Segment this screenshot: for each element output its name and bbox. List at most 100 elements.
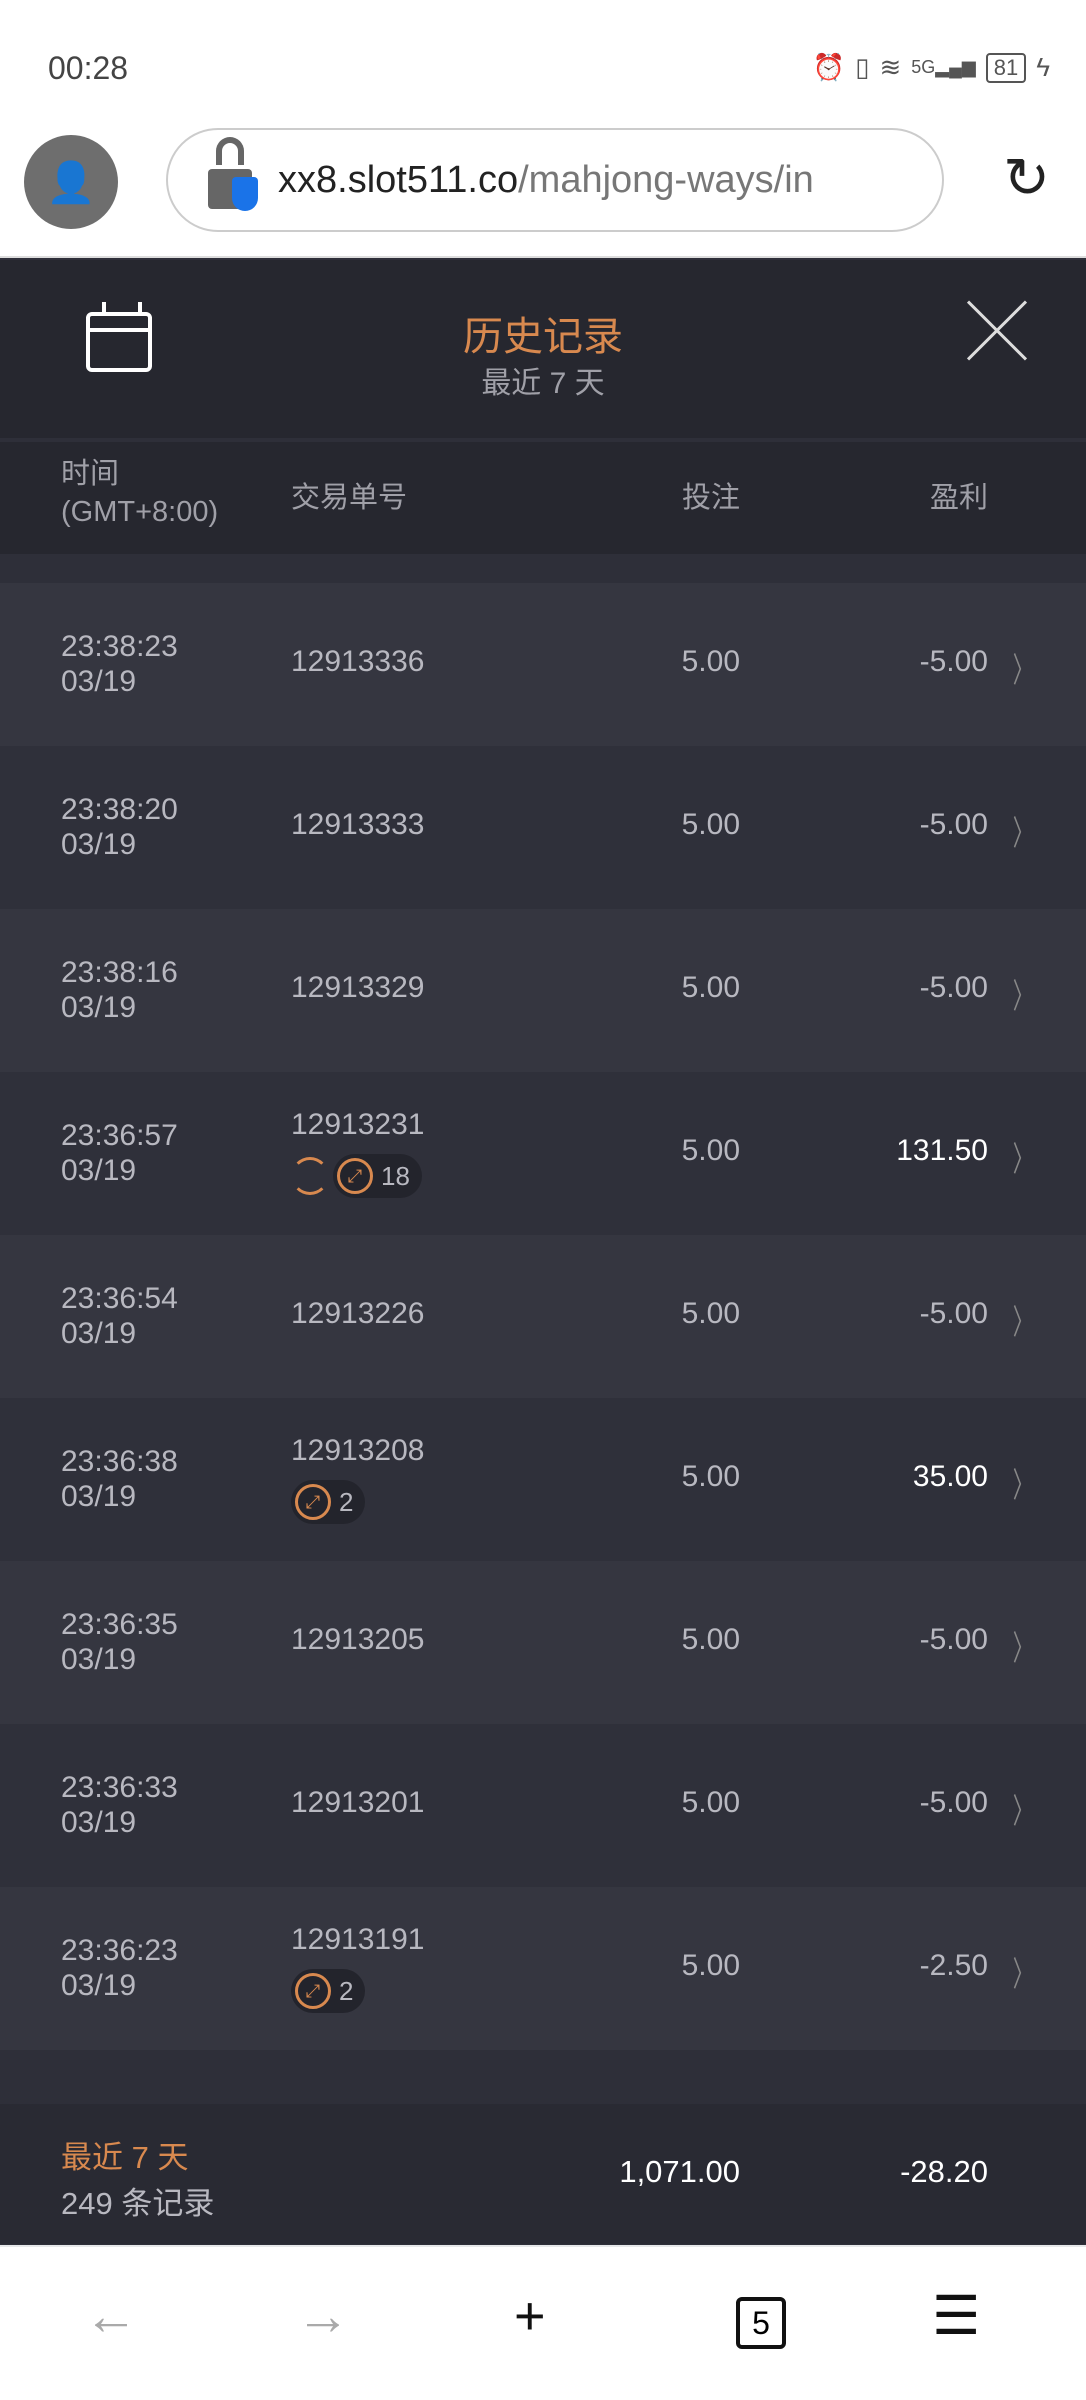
clock: 00:28 (48, 50, 129, 86)
close-icon[interactable] (964, 298, 1030, 364)
row-time: 23:36:57 (61, 1119, 178, 1152)
row-datetime: 23:38:20 03/19 (61, 792, 178, 862)
menu-icon[interactable]: ☰ (932, 2286, 981, 2346)
chevron-right-icon[interactable]: 〉 (1012, 978, 1034, 1016)
summary-period: 最近 7 天 (61, 2140, 189, 2175)
row-profit: -5.00 (919, 1297, 988, 1330)
summary-footer: 最近 7 天 249 条记录 1,071.00 -28.20 (0, 2104, 1086, 2244)
table-row[interactable]: 23:36:38 03/19 12913208 ⤢ 2 5.00 35.00 〉 (0, 1398, 1086, 1561)
alarm-icon: ⏰ (812, 52, 846, 82)
url-path: /mahjong-ways/in (518, 158, 814, 201)
reload-icon[interactable]: ↻ (1003, 146, 1050, 209)
col-timezone: (GMT+8:00) (61, 496, 219, 528)
row-time: 23:38:20 (61, 793, 178, 826)
row-date: 03/19 (61, 1806, 137, 1839)
row-profit: -5.00 (919, 1786, 988, 1819)
row-order-id: 12913205 (291, 1623, 425, 1656)
address-bar[interactable]: xx8.slot511.co/mahjong-ways/in (166, 128, 944, 232)
total-bet: 1,071.00 (619, 2154, 740, 2189)
row-time: 23:36:35 (61, 1608, 178, 1641)
col-order: 交易单号 (291, 482, 408, 514)
profile-avatar[interactable]: 👤 (24, 135, 118, 229)
row-date: 03/19 (61, 1969, 137, 2002)
row-datetime: 23:36:57 03/19 (61, 1118, 178, 1188)
table-row[interactable]: 23:38:23 03/19 12913336 5.00 -5.00 〉 (0, 583, 1086, 746)
chevron-right-icon[interactable]: 〉 (1012, 1467, 1034, 1505)
row-date: 03/19 (61, 1643, 137, 1676)
chevron-right-icon[interactable]: 〉 (1012, 652, 1034, 690)
row-datetime: 23:36:35 03/19 (61, 1607, 178, 1677)
row-date: 03/19 (61, 991, 137, 1024)
lock-shield-icon[interactable] (208, 137, 258, 211)
table-row[interactable]: 23:36:35 03/19 12913205 5.00 -5.00 〉 (0, 1561, 1086, 1724)
row-date: 03/19 (61, 828, 137, 861)
calendar-icon[interactable] (86, 302, 152, 372)
respin-icon (291, 1157, 329, 1195)
row-badges: ⤢ 2 (291, 1480, 366, 1524)
free-spin-icon: ⤢ (337, 1158, 373, 1194)
row-profit: -5.00 (919, 808, 988, 841)
col-time: 时间 (61, 458, 120, 490)
table-row[interactable]: 23:36:33 03/19 12913201 5.00 -5.00 〉 (0, 1724, 1086, 1887)
free-spin-badge: ⤢ 18 (333, 1154, 422, 1198)
row-date: 03/19 (61, 1154, 137, 1187)
forward-icon[interactable]: → (296, 2286, 350, 2346)
row-datetime: 23:36:38 03/19 (61, 1444, 178, 1514)
chevron-right-icon[interactable]: 〉 (1012, 1793, 1034, 1831)
charging-icon: ϟ (1036, 52, 1050, 82)
table-row[interactable]: 23:38:20 03/19 12913333 5.00 -5.00 〉 (0, 746, 1086, 909)
free-spin-icon: ⤢ (295, 1973, 331, 2009)
history-header: 历史记录 最近 7 天 (0, 260, 1086, 438)
free-spin-badge: ⤢ 2 (291, 1969, 366, 2013)
page-title: 历史记录 (463, 315, 623, 359)
row-bet: 5.00 (681, 1786, 740, 1819)
table-header: 时间 (GMT+8:00) 交易单号 投注 盈利 (0, 442, 1086, 554)
back-icon[interactable]: ← (84, 2286, 138, 2346)
browser-nav: ← → + 5 ☰ (0, 2245, 1086, 2400)
row-time: 23:38:16 (61, 956, 178, 989)
row-order-id: 12913226 (291, 1297, 425, 1330)
chevron-right-icon[interactable]: 〉 (1012, 815, 1034, 853)
table-row[interactable]: 23:38:16 03/19 12913329 5.00 -5.00 〉 (0, 909, 1086, 1072)
row-profit: -5.00 (919, 645, 988, 678)
row-datetime: 23:38:23 03/19 (61, 629, 178, 699)
row-datetime: 23:38:16 03/19 (61, 955, 178, 1025)
row-order-id: 12913329 (291, 971, 425, 1004)
row-bet: 5.00 (681, 971, 740, 1004)
wifi-icon: ≋ (879, 52, 902, 82)
free-spin-badge: ⤢ 2 (291, 1480, 366, 1524)
row-time: 23:36:23 (61, 1934, 178, 1967)
row-order-id: 12913208 (291, 1434, 425, 1467)
chevron-right-icon[interactable]: 〉 (1012, 1141, 1034, 1179)
row-bet: 5.00 (681, 808, 740, 841)
row-order-id: 12913336 (291, 645, 425, 678)
row-profit: -2.50 (919, 1949, 988, 1982)
row-order-id: 12913333 (291, 808, 425, 841)
row-date: 03/19 (61, 1317, 137, 1350)
tabs-button[interactable]: 5 (736, 2297, 786, 2349)
battery-icon: 81 (985, 52, 1027, 83)
row-time: 23:38:23 (61, 630, 178, 663)
chevron-right-icon[interactable]: 〉 (1012, 1956, 1034, 1994)
status-bar: 00:28 ⏰ ▯ ≋ 5G▂▄▆ 81 ϟ (0, 0, 1086, 130)
browser-toolbar: 👤 xx8.slot511.co/mahjong-ways/in ↻ (0, 110, 1086, 258)
row-bet: 5.00 (681, 1623, 740, 1656)
row-date: 03/19 (61, 665, 137, 698)
signal-icon: 5G▂▄▆ (911, 57, 976, 77)
row-badges: ⤢ 2 (291, 1969, 366, 2013)
table-row[interactable]: 23:36:54 03/19 12913226 5.00 -5.00 〉 (0, 1235, 1086, 1398)
chevron-right-icon[interactable]: 〉 (1012, 1304, 1034, 1342)
row-date: 03/19 (61, 1480, 137, 1513)
table-row[interactable]: 23:36:23 03/19 12913191 ⤢ 2 5.00 -2.50 〉 (0, 1887, 1086, 2050)
status-icons: ⏰ ▯ ≋ 5G▂▄▆ 81 ϟ (813, 52, 1050, 83)
row-time: 23:36:33 (61, 1771, 178, 1804)
vibrate-icon: ▯ (855, 52, 870, 82)
chevron-right-icon[interactable]: 〉 (1012, 1630, 1034, 1668)
new-tab-icon[interactable]: + (514, 2286, 546, 2346)
row-datetime: 23:36:23 03/19 (61, 1933, 178, 2003)
row-bet: 5.00 (681, 1134, 740, 1167)
history-list: 23:38:23 03/19 12913336 5.00 -5.00 〉 23:38:20 0… (0, 583, 1086, 2050)
row-profit: -5.00 (919, 1623, 988, 1656)
table-row[interactable]: 23:36:57 03/19 12913231 ⤢ 18 5.00 131.50 〉 (0, 1072, 1086, 1235)
row-bet: 5.00 (681, 645, 740, 678)
